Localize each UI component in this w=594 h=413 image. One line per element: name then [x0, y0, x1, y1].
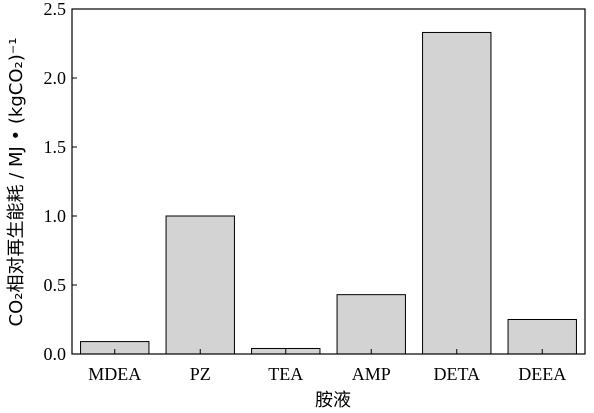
bar-deta [422, 31, 492, 355]
bars-group [80, 31, 577, 355]
plot-frame [71, 8, 586, 355]
y-tick-label: 0.0 [44, 344, 67, 364]
x-ticks-group [114, 349, 543, 354]
bar-amp [336, 294, 406, 355]
y-tick-label: 1.0 [44, 206, 67, 226]
y-tick-labels-group: 0.0 0.5 1.0 1.5 2.0 2.5 [44, 0, 67, 364]
x-tick-label: DETA [433, 364, 480, 384]
x-axis-title: 胺液 [315, 390, 351, 411]
y-tick-label: 0.5 [44, 275, 67, 295]
x-tick-label: MDEA [88, 364, 141, 384]
y-tick-label: 2.0 [44, 68, 67, 88]
bar-pz [165, 215, 235, 355]
y-axis-title: CO₂相对再生能耗 / MJ • (kgCO₂)⁻¹ [6, 38, 27, 327]
y-tick-label: 1.5 [44, 137, 67, 157]
x-tick-label: TEA [268, 364, 303, 384]
x-tick-labels-group: MDEA PZ TEA AMP DETA DEEA [88, 364, 566, 384]
y-ticks-group [72, 8, 77, 355]
x-tick-label: AMP [352, 364, 391, 384]
bar-deea [507, 319, 577, 355]
y-tick-label: 2.5 [44, 0, 67, 19]
x-tick-label: DEEA [518, 364, 566, 384]
x-tick-label: PZ [190, 364, 211, 384]
